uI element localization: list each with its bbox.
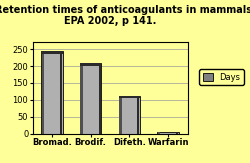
Bar [119, 96, 122, 134]
Bar [42, 51, 44, 134]
Bar [158, 132, 160, 134]
Bar [41, 51, 62, 134]
Bar [98, 63, 101, 134]
Bar [60, 51, 62, 134]
Bar [176, 132, 178, 134]
Bar [41, 51, 62, 54]
Bar [80, 63, 83, 134]
Bar [80, 63, 101, 134]
Text: Liver Retention times of anticoagulants in mammals:
EPA 2002, p 141.: Liver Retention times of anticoagulants … [0, 5, 250, 27]
Bar [158, 132, 179, 134]
Bar [80, 63, 101, 66]
Bar [137, 96, 140, 134]
Legend: Days: Days [200, 69, 244, 85]
Bar [119, 96, 140, 98]
Bar [119, 96, 140, 134]
